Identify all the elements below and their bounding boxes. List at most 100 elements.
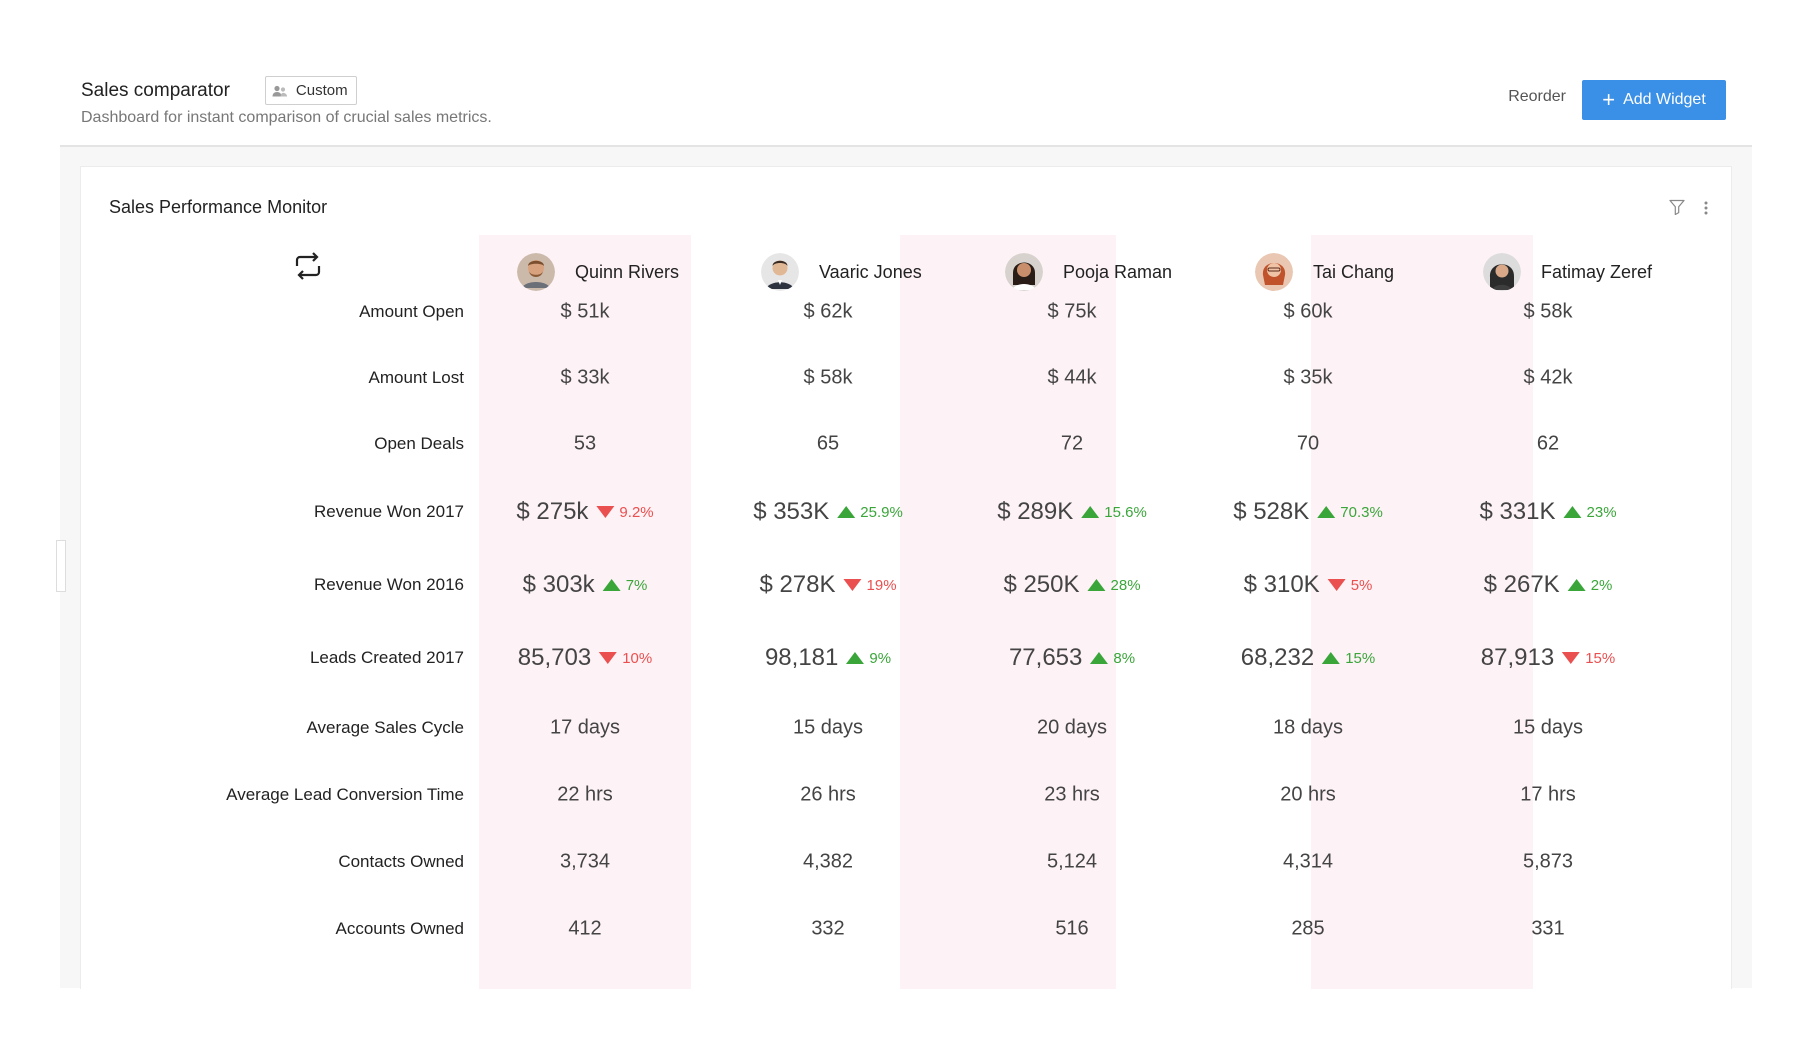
- leads-2017-cell: 77,653 8%: [1009, 644, 1135, 672]
- amount-lost-value: $ 42k: [1523, 366, 1573, 389]
- row-label: Revenue Won 2016: [314, 575, 464, 594]
- reorder-link[interactable]: Reorder: [1508, 88, 1566, 105]
- page-title: Sales comparator: [81, 79, 230, 101]
- accounts-owned-value: 412: [568, 917, 602, 940]
- delta-value: 2%: [1590, 576, 1613, 594]
- delta-value: 7%: [625, 576, 648, 594]
- amount-lost-value: $ 33k: [560, 366, 610, 389]
- delta-indicator: 15.6%: [1081, 504, 1147, 521]
- delta-indicator: 5%: [1327, 577, 1372, 594]
- custom-badge-label: Custom: [295, 82, 348, 99]
- revenue-value: $ 289K: [997, 498, 1074, 525]
- arrow-down-icon: [1562, 652, 1581, 664]
- side-panel-handle[interactable]: [56, 540, 66, 592]
- person-header-fatimay-zeref[interactable]: Fatimay Zeref: [1483, 252, 1652, 292]
- delta-indicator: 28%: [1087, 577, 1141, 594]
- add-widget-label: Add Widget: [1623, 91, 1706, 108]
- more-vertical-icon[interactable]: [1703, 199, 1709, 217]
- highlight-column-1: [479, 235, 691, 989]
- person-name: Pooja Raman: [1063, 261, 1173, 282]
- open-deals-value: 53: [573, 432, 597, 455]
- delta-value: 15%: [1585, 649, 1616, 667]
- delta-indicator: 9%: [846, 650, 891, 667]
- revenue-2017-cell: $ 289K 15.6%: [997, 498, 1147, 526]
- open-deals-value: 62: [1536, 432, 1560, 455]
- contacts-owned-value: 4,314: [1282, 850, 1334, 873]
- avg-sales-cycle-value: 18 days: [1272, 716, 1344, 739]
- avatar: [1483, 253, 1521, 291]
- contacts-owned-value: 4,382: [802, 850, 854, 873]
- avatar: [517, 253, 555, 291]
- avg-lead-conversion-value: 23 hrs: [1044, 783, 1100, 806]
- page-subtitle: Dashboard for instant comparison of cruc…: [81, 109, 492, 126]
- avg-lead-conversion-value: 22 hrs: [557, 783, 613, 806]
- person-name: Fatimay Zeref: [1541, 261, 1653, 282]
- avg-lead-conversion-value: 20 hrs: [1280, 783, 1336, 806]
- delta-value: 23%: [1586, 503, 1617, 521]
- open-deals-value: 72: [1060, 432, 1084, 455]
- add-widget-button[interactable]: + Add Widget: [1582, 80, 1726, 120]
- revenue-value: $ 303k: [522, 571, 595, 598]
- delta-indicator: 70.3%: [1317, 504, 1383, 521]
- leads-2017-cell: 87,913 15%: [1481, 644, 1615, 672]
- revenue-value: $ 278K: [759, 571, 836, 598]
- contacts-owned-value: 3,734: [559, 850, 611, 873]
- accounts-owned-value: 332: [811, 917, 845, 940]
- delta-value: 19%: [866, 576, 897, 594]
- person-header-quinn-rivers[interactable]: Quinn Rivers: [517, 252, 679, 292]
- accounts-owned-value: 516: [1055, 917, 1089, 940]
- swap-arrows-icon[interactable]: [294, 252, 322, 280]
- revenue-value: $ 528K: [1233, 498, 1310, 525]
- leads-2017-cell: 98,181 9%: [765, 644, 891, 672]
- row-label: Accounts Owned: [335, 919, 464, 938]
- delta-indicator: 19%: [843, 576, 897, 594]
- arrow-down-icon: [843, 579, 862, 591]
- leads-2017-cell: 85,703 10%: [518, 644, 652, 672]
- arrow-up-icon: [846, 652, 865, 664]
- delta-indicator: 10%: [599, 650, 652, 667]
- person-name: Tai Chang: [1313, 261, 1395, 282]
- leads-value: 98,181: [764, 644, 839, 671]
- users-icon: [272, 85, 288, 96]
- plus-icon: +: [1602, 87, 1616, 112]
- avg-sales-cycle-value: 15 days: [1512, 716, 1584, 739]
- delta-indicator: 8%: [1090, 650, 1135, 667]
- avg-lead-conversion-value: 17 hrs: [1520, 783, 1576, 806]
- arrow-up-icon: [1322, 652, 1341, 664]
- leads-value: 68,232: [1240, 644, 1315, 671]
- person-header-tai-chang[interactable]: Tai Chang: [1255, 252, 1394, 292]
- row-label: Amount Lost: [368, 368, 464, 387]
- avatar: [1005, 253, 1043, 291]
- row-label: Contacts Owned: [338, 852, 464, 871]
- row-label: Revenue Won 2017: [314, 502, 464, 521]
- revenue-2016-cell: $ 267K 2%: [1484, 571, 1613, 599]
- delta-value: 9%: [869, 649, 892, 667]
- highlight-column-5: [1311, 235, 1533, 989]
- revenue-2017-cell: $ 275k 9.2%: [516, 498, 653, 526]
- amount-open-value: $ 60k: [1283, 300, 1333, 323]
- amount-open-value: $ 58k: [1523, 300, 1573, 323]
- arrow-up-icon: [1081, 506, 1100, 518]
- arrow-up-icon: [1317, 506, 1336, 518]
- revenue-value: $ 275k: [516, 498, 589, 525]
- arrow-up-icon: [1090, 652, 1109, 664]
- delta-value: 25.9%: [860, 503, 903, 521]
- amount-open-value: $ 75k: [1047, 300, 1097, 323]
- leads-value: 85,703: [517, 644, 592, 671]
- delta-value: 9.2%: [619, 503, 654, 521]
- delta-value: 10%: [622, 649, 653, 667]
- arrow-up-icon: [1087, 579, 1106, 591]
- revenue-2016-cell: $ 250K 28%: [1003, 571, 1140, 599]
- person-header-vaaric-jones[interactable]: Vaaric Jones: [761, 252, 922, 292]
- delta-indicator: 9.2%: [596, 503, 654, 521]
- custom-badge[interactable]: Custom: [264, 76, 357, 105]
- arrow-up-icon: [1563, 506, 1582, 518]
- revenue-value: $ 267K: [1483, 571, 1560, 598]
- amount-lost-value: $ 35k: [1283, 366, 1333, 389]
- row-label: Open Deals: [374, 434, 464, 453]
- person-header-pooja-raman[interactable]: Pooja Raman: [1005, 252, 1172, 292]
- avatar: [761, 253, 799, 291]
- row-label: Amount Open: [359, 302, 464, 321]
- open-deals-value: 65: [816, 432, 840, 455]
- filter-icon[interactable]: [1669, 199, 1685, 215]
